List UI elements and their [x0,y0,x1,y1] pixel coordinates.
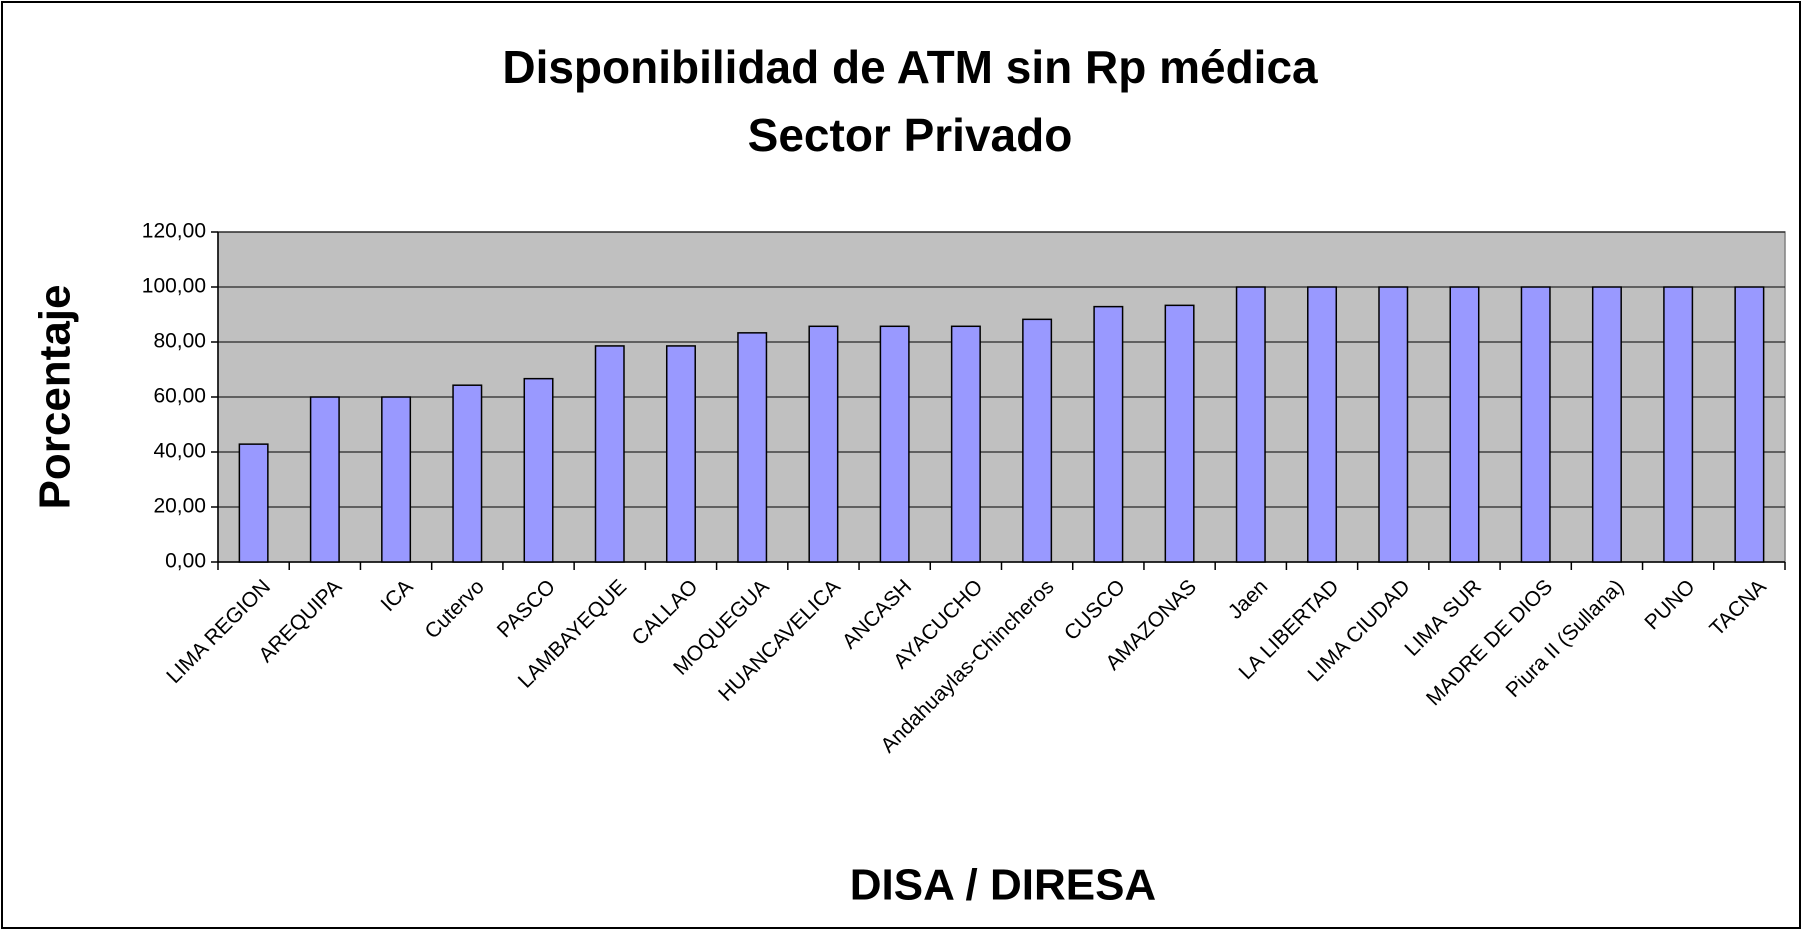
bar [1734,286,1765,563]
chart-title: Disponibilidad de ATM sin Rp médica [502,41,1318,93]
bar [381,396,412,563]
y-tick-label: 80,00 [153,330,206,353]
y-tick-label: 120,00 [142,220,206,243]
chart-subtitle: Sector Privado [748,109,1073,161]
bar [1378,286,1409,563]
bar [665,345,696,563]
y-tick-label: 60,00 [153,385,206,408]
bar [1164,304,1195,563]
bar [879,325,910,563]
bar [1591,286,1622,563]
bar [523,377,554,563]
bar [808,325,839,563]
bar [1449,286,1480,563]
x-axis-title: DISA / DIRESA [850,861,1156,910]
bar [1520,286,1551,563]
bar [1022,318,1053,563]
bar [1235,286,1266,563]
bar [737,332,768,563]
bar [309,396,340,563]
bar [238,443,269,563]
bar [1307,286,1338,563]
y-tick-label: 100,00 [142,275,206,298]
bar [594,345,625,563]
y-tick-label: 20,00 [153,495,206,518]
bar [452,384,483,563]
y-tick-label: 40,00 [153,440,206,463]
bar [1663,286,1694,563]
y-tick-label: 0,00 [165,550,206,573]
y-axis-title: Porcentaje [31,285,80,510]
bar [950,325,981,563]
bar [1093,305,1124,563]
